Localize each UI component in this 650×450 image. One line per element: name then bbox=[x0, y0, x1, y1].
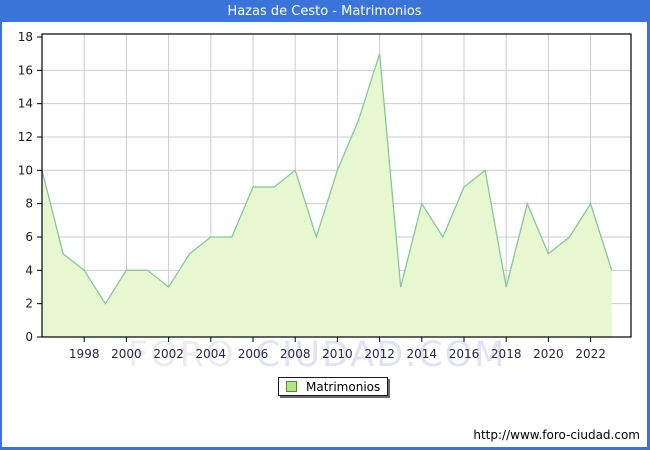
y-tick-label: 0 bbox=[25, 330, 33, 344]
y-tick-label: 4 bbox=[25, 263, 33, 277]
y-tick-label: 8 bbox=[25, 197, 33, 211]
watermark: FORO CIUDAD.COM bbox=[128, 336, 506, 374]
x-tick-label: 2020 bbox=[533, 347, 564, 361]
legend-box: Matrimonios bbox=[278, 377, 389, 396]
watermark-part2: CIUDAD.COM bbox=[255, 335, 507, 375]
x-tick-label: 2016 bbox=[449, 347, 480, 361]
x-tick-label: 2022 bbox=[575, 347, 606, 361]
y-tick-label: 16 bbox=[18, 63, 33, 77]
y-tick-label: 10 bbox=[18, 163, 33, 177]
footer-url[interactable]: http://www.foro-ciudad.com bbox=[473, 428, 640, 442]
series-area bbox=[42, 53, 612, 337]
x-tick-label: 2004 bbox=[196, 347, 227, 361]
window-titlebar: Hazas de Cesto - Matrimonios bbox=[2, 0, 647, 22]
watermark-part1: FORO bbox=[128, 335, 236, 375]
y-tick-label: 12 bbox=[18, 130, 33, 144]
legend-swatch-icon bbox=[286, 381, 297, 392]
chart-title: Hazas de Cesto - Matrimonios bbox=[227, 3, 422, 19]
x-tick-label: 1998 bbox=[69, 347, 100, 361]
legend-item-matrimonios: Matrimonios bbox=[306, 379, 381, 394]
x-tick-label: 2014 bbox=[407, 347, 438, 361]
y-tick-label: 18 bbox=[18, 30, 33, 44]
x-tick-label: 2002 bbox=[153, 347, 184, 361]
y-tick-label: 14 bbox=[18, 97, 33, 111]
series-line bbox=[41, 53, 613, 305]
x-tick-label: 2018 bbox=[491, 347, 522, 361]
y-tick-label: 2 bbox=[25, 297, 33, 311]
x-tick-label: 2010 bbox=[322, 347, 353, 361]
x-tick-label: 2012 bbox=[364, 347, 395, 361]
x-tick-label: 2006 bbox=[238, 347, 269, 361]
x-tick-label: 2000 bbox=[111, 347, 142, 361]
plot-border bbox=[41, 33, 632, 338]
y-tick-label: 6 bbox=[25, 230, 33, 244]
x-tick-label: 2008 bbox=[280, 347, 311, 361]
